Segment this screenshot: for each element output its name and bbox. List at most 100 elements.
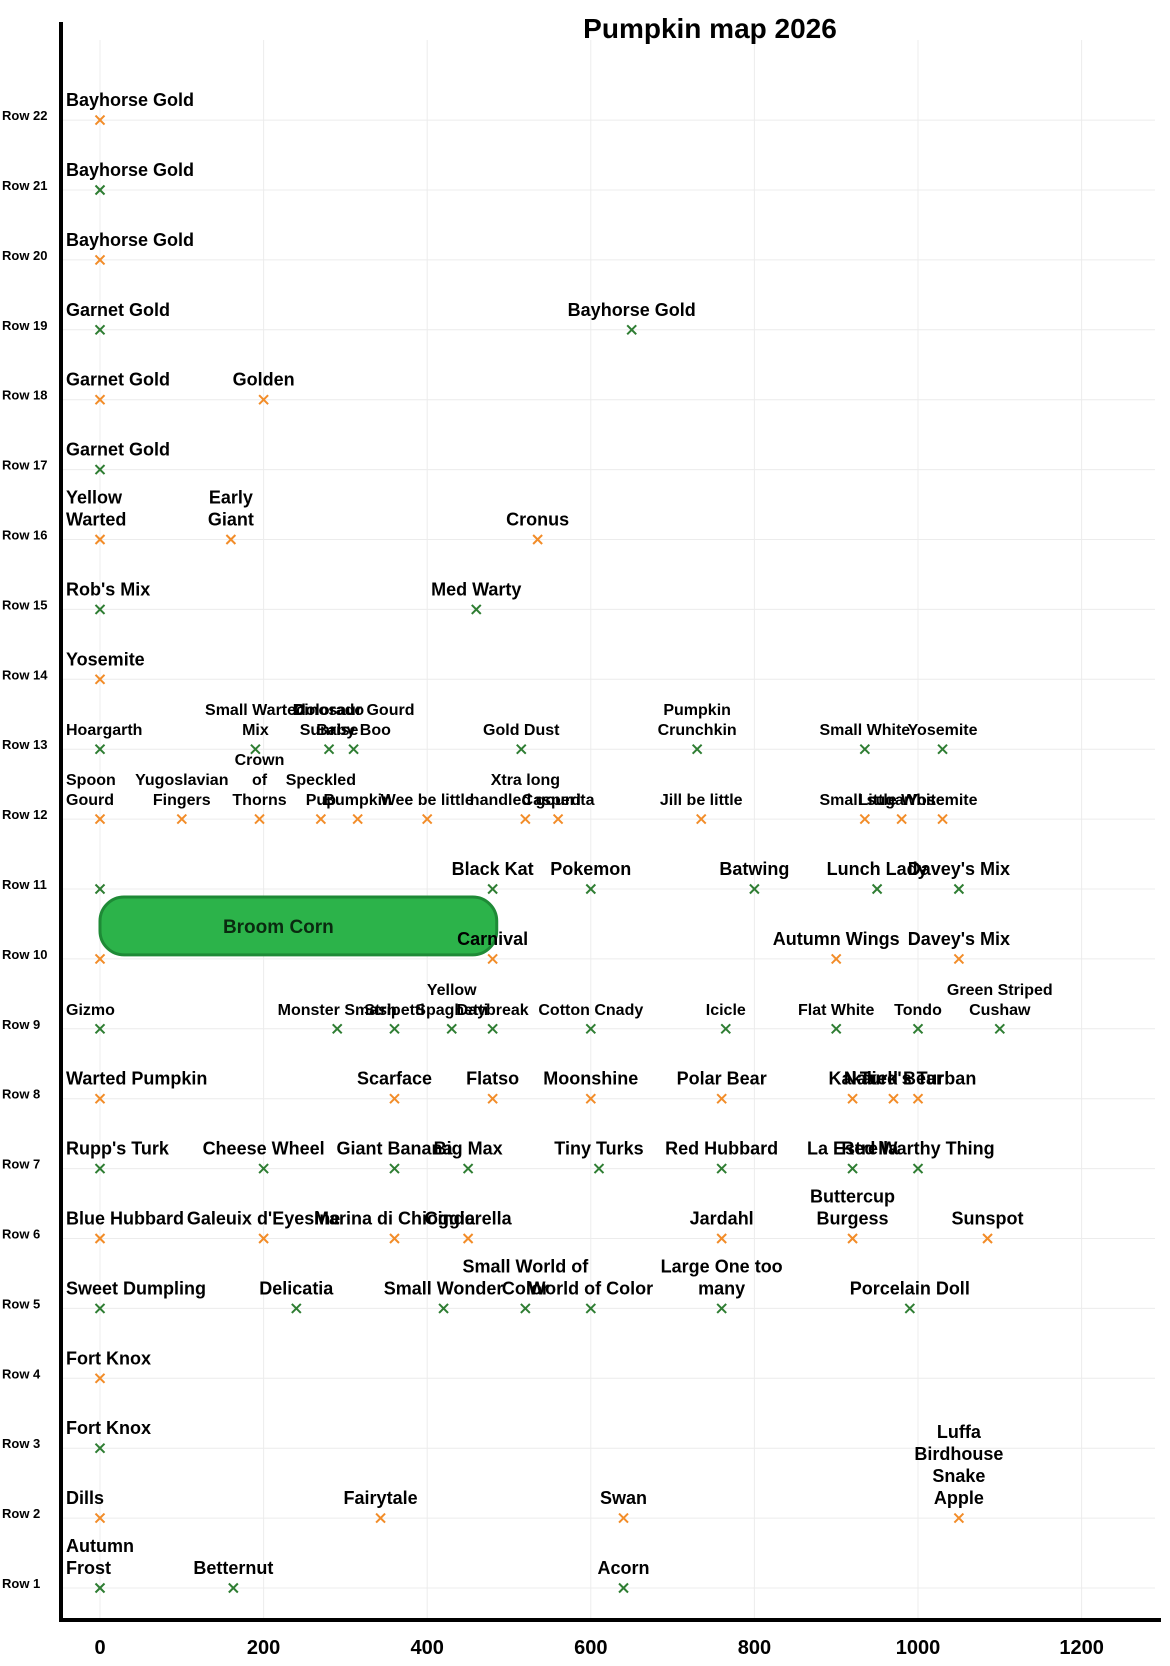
plant-label: Giant Banana (336, 1139, 453, 1159)
plant-label-line: Casperita (522, 792, 595, 809)
row-label: Row 18 (2, 388, 48, 403)
plant-label: Xtra long handled gourd (470, 772, 581, 809)
plant-label-line: Garnet Gold (66, 370, 170, 390)
plant-label-line: Bayhorse Gold (66, 230, 194, 250)
plant-label-line: Blue Hubbard (66, 1209, 184, 1229)
plant-marker (94, 1512, 106, 1524)
plant-label: Naked Bear (844, 1069, 943, 1089)
plant-marker (94, 394, 106, 405)
plant-label-line: Autumn Wings (773, 929, 900, 949)
plant-marker (94, 1373, 106, 1384)
plant-label-line: Red Warthy Thing (841, 1139, 994, 1159)
plant-label: Icicle (706, 1002, 746, 1019)
plant-marker (593, 1163, 605, 1174)
plant-label: Carnival (457, 929, 528, 949)
plant-label-line: Rupp's Turk (66, 1139, 170, 1159)
plant-label: Jardahl (690, 1209, 754, 1229)
plant-marker (176, 813, 188, 825)
plant-marker (471, 604, 482, 615)
plant-label-line: Batwing (719, 859, 789, 879)
plant-marker (389, 1093, 400, 1104)
plant-label-line: Flatso (466, 1069, 519, 1089)
plant-label: Bayhorse Gold (66, 160, 194, 180)
plant-marker (532, 534, 543, 545)
plant-marker (258, 1163, 269, 1174)
plant-label-line: Fingers (153, 792, 211, 809)
plant-marker (94, 534, 106, 545)
plant-label: Pokemon (550, 859, 631, 879)
plant-label: Monster Smash (278, 1002, 397, 1019)
plant-marker (94, 464, 106, 475)
plant-marker (720, 1023, 731, 1035)
plant-label-line: Davey's Mix (908, 859, 1010, 879)
plant-label-line: Pokemon (550, 859, 631, 879)
plant-label: Bayhorse Gold (66, 230, 194, 250)
plant-label: Wee be little (381, 792, 474, 809)
plant-label: Golden (233, 370, 295, 390)
plant-label: Red Warthy Thing (841, 1139, 994, 1159)
plant-marker (585, 1023, 597, 1035)
plant-label: Green Striped Cushaw (947, 982, 1053, 1019)
axes (59, 22, 1161, 1622)
plant-marker (749, 883, 760, 895)
plant-label-line: Wee be little (381, 792, 474, 809)
plant-label: Rob's Mix (66, 579, 150, 599)
plant-label: Warted Pumpkin (66, 1069, 207, 1089)
plant-label-line: Small World of (463, 1256, 590, 1276)
plant-marker (462, 1233, 474, 1244)
plant-label: Gizmo (66, 1002, 115, 1019)
x-tick-label: 600 (574, 1637, 607, 1659)
plant-label-line: Davey's Mix (908, 929, 1010, 949)
plant-label: Pumpkin Crunchkin (658, 702, 737, 739)
plant-label: Flat White (798, 1002, 875, 1019)
plant-label: Scarface (357, 1069, 432, 1089)
plant-label-line: Swan (600, 1488, 647, 1508)
plant-label-line: Pumpkin (663, 702, 731, 719)
plant-label-line: Stripetti (364, 1002, 424, 1019)
gridlines (62, 40, 1155, 1618)
plant-marker (618, 1582, 629, 1594)
plant-label: Cronus (506, 510, 569, 530)
row-label: Row 5 (2, 1296, 40, 1311)
plant-label: Bayhorse Gold (568, 300, 696, 320)
row-label: Row 21 (2, 178, 48, 193)
plant-label: Kakai (829, 1069, 877, 1089)
plant-label: Lunch Lady (827, 859, 928, 879)
plant-marker (937, 813, 948, 825)
plant-label-line: Tiny Turks (554, 1139, 643, 1159)
plant-marker (348, 743, 359, 755)
plant-label: Autumn Frost (66, 1536, 134, 1578)
plant-label: Dills (66, 1488, 104, 1508)
plant-label: World of Color (528, 1278, 653, 1298)
plant-marker (716, 1093, 727, 1104)
plant-label-line: Bumpkin (323, 792, 391, 809)
plant-label: Early Giant (208, 488, 254, 530)
plant-marker (94, 1303, 106, 1314)
plant-label-line: Med Warty (431, 579, 521, 599)
plant-label-line: Garnet Gold (66, 300, 170, 320)
plant-label: Cotton Cnady (538, 1002, 643, 1019)
plant-label-line: Fairytale (344, 1488, 418, 1508)
plant-label: Tondo (894, 1002, 942, 1019)
plant-label: Small Wonder (384, 1278, 504, 1298)
plant-marker (716, 1303, 727, 1314)
plant-label: Yugoslavian Fingers (135, 772, 228, 809)
plant-label: Stripetti (364, 1002, 424, 1019)
plant-label-line: Cinderella (425, 1209, 513, 1229)
plant-label: Sunspot (952, 1209, 1024, 1229)
plant-marker (487, 953, 498, 965)
plant-label-line: Fort Knox (66, 1348, 151, 1368)
plant-label: Polar Bear (677, 1069, 767, 1089)
plant-label-line: Dills (66, 1488, 104, 1508)
plant-label-line: handled gourd (470, 792, 581, 809)
plant-label: Davey's Mix (908, 929, 1010, 949)
plant-marker (696, 813, 707, 825)
plant-marker (94, 604, 106, 615)
plant-label-line: Garnet Gold (66, 440, 170, 460)
plant-label-line: Moonshine (543, 1069, 638, 1089)
plant-marker (94, 1163, 106, 1174)
plant-label: Red Hubbard (665, 1139, 778, 1159)
plant-label-line: Porcelain Doll (850, 1278, 970, 1298)
plant-label-line: Warted Pumpkin (66, 1069, 207, 1089)
